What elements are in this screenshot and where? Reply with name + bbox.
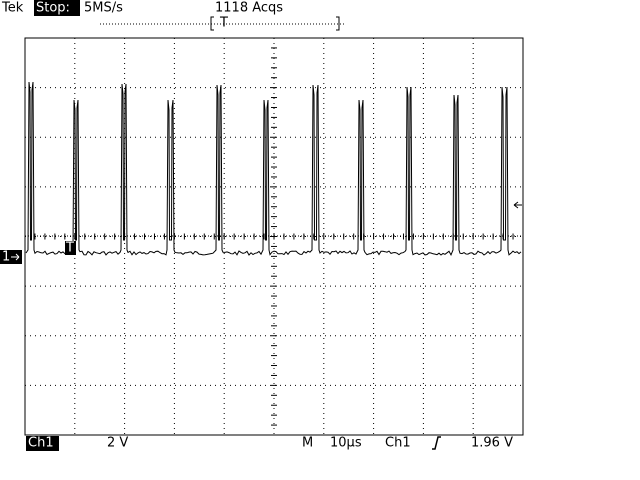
- trigger-marker-box: [65, 241, 76, 255]
- volts-per-div: 2 V: [107, 436, 128, 451]
- run-state: Stop:: [36, 1, 70, 16]
- channel-box: [26, 436, 59, 451]
- trigger-slope: [432, 436, 441, 450]
- brand: Tek: [1, 1, 24, 16]
- state-box: [34, 0, 80, 16]
- channel-arrow: [11, 253, 20, 261]
- graticule: [24, 37, 524, 435]
- channel: Ch1: [28, 436, 54, 451]
- channel-marker: 1: [2, 250, 10, 265]
- timebase-label: M: [302, 436, 313, 451]
- waveform: [25, 81, 522, 257]
- time-per-div: 10µs: [330, 436, 362, 451]
- trigger-marker: T: [65, 241, 74, 256]
- record-brackets: [210, 16, 340, 31]
- trigger-position: T: [219, 16, 228, 31]
- trigger-level: 1.96 V: [471, 436, 513, 451]
- trigger-level-arrow: [513, 201, 522, 209]
- acquisitions: 1118 Acqs: [215, 1, 283, 16]
- trigger-source: Ch1: [385, 436, 411, 451]
- sample-rate: 5MS/s: [84, 1, 123, 16]
